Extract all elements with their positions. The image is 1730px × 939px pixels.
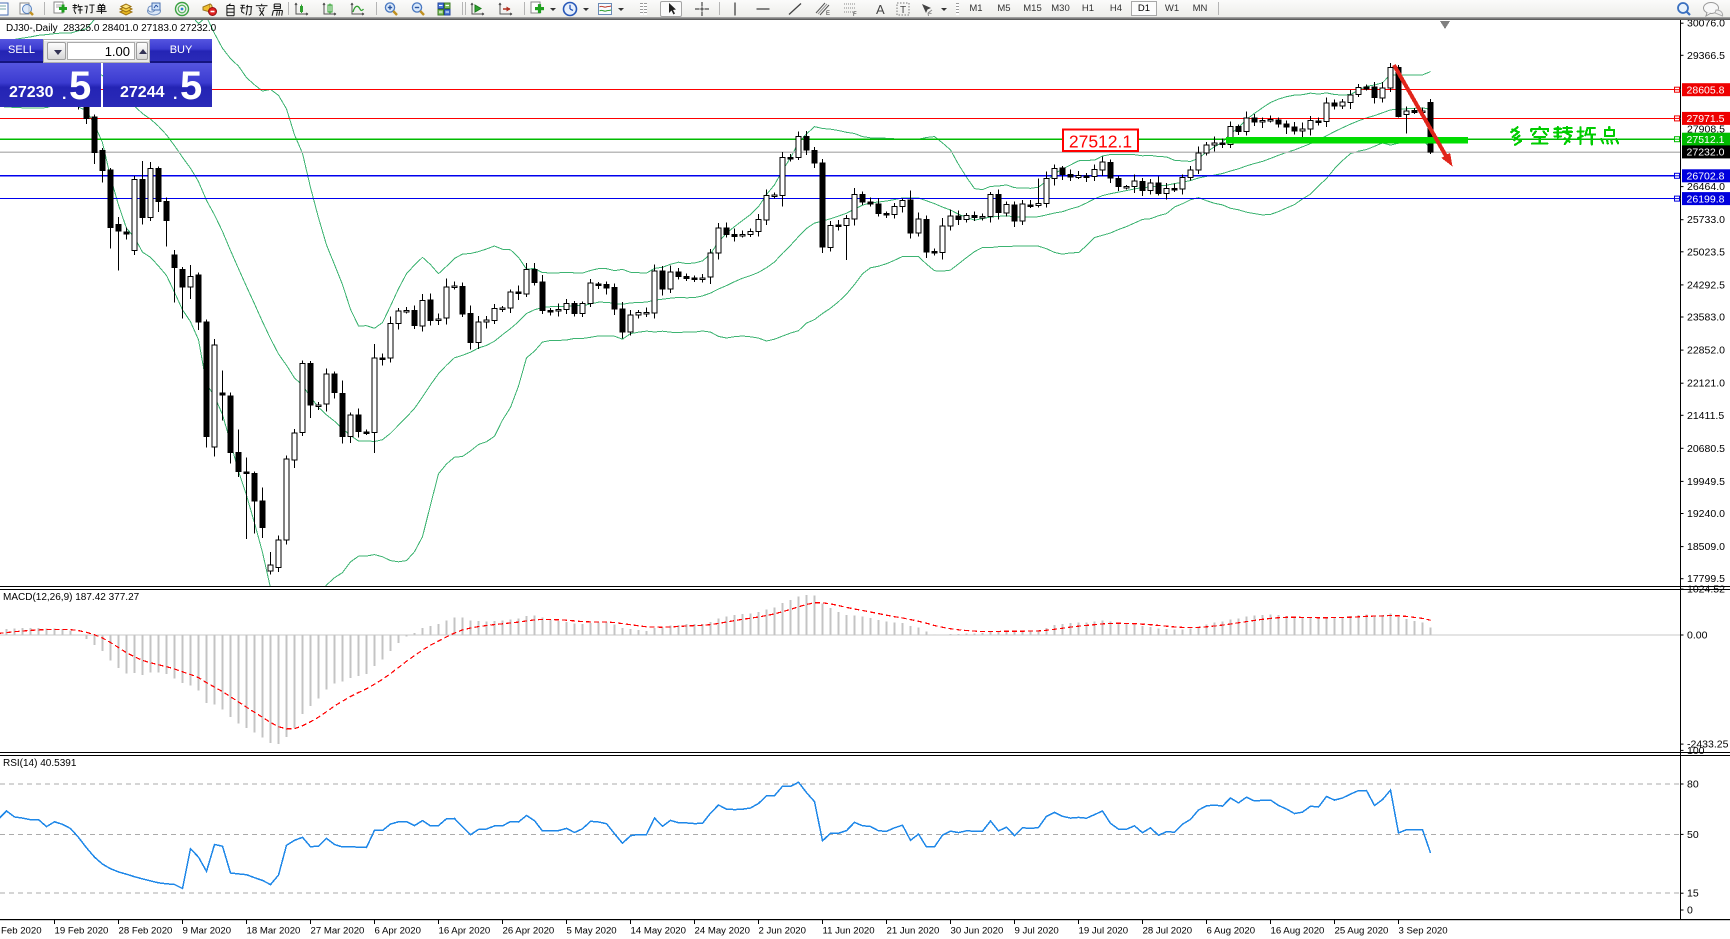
svg-text:F: F [853, 12, 857, 17]
svg-text:30076.0: 30076.0 [1687, 18, 1725, 30]
svg-text:-2433.25: -2433.25 [1687, 739, 1729, 751]
svg-text:6 Aug 2020: 6 Aug 2020 [1207, 926, 1256, 937]
svg-text:2 Jun 2020: 2 Jun 2020 [759, 926, 806, 937]
svg-text:0.00: 0.00 [1687, 630, 1708, 642]
svg-text:17799.5: 17799.5 [1687, 573, 1725, 585]
svg-text:30 Jun 2020: 30 Jun 2020 [951, 926, 1004, 937]
svg-text:26702.8: 26702.8 [1687, 171, 1725, 183]
svg-text:25023.5: 25023.5 [1687, 246, 1725, 258]
svg-text:9 Jul 2020: 9 Jul 2020 [1015, 926, 1059, 937]
svg-text:26 Apr 2020: 26 Apr 2020 [503, 926, 555, 937]
svg-text:28 Feb 2020: 28 Feb 2020 [119, 926, 173, 937]
svg-text:0: 0 [1687, 905, 1693, 917]
svg-text:80: 80 [1687, 779, 1699, 791]
svg-text:24 May 2020: 24 May 2020 [695, 926, 750, 937]
svg-text:T: T [900, 5, 906, 16]
svg-text:27232.0: 27232.0 [1687, 147, 1725, 159]
svg-text:E: E [826, 11, 830, 17]
svg-text:6 Apr 2020: 6 Apr 2020 [375, 926, 421, 937]
svg-text:21411.5: 21411.5 [1687, 410, 1724, 422]
svg-text:27908.5: 27908.5 [1687, 124, 1725, 136]
svg-text:19 Jul 2020: 19 Jul 2020 [1079, 926, 1129, 937]
svg-text:19949.5: 19949.5 [1687, 476, 1725, 488]
svg-text:19 Feb 2020: 19 Feb 2020 [55, 926, 109, 937]
svg-text:28 Jul 2020: 28 Jul 2020 [1143, 926, 1193, 937]
svg-text:RSI(14) 40.5391: RSI(14) 40.5391 [3, 758, 77, 769]
svg-text:14 May 2020: 14 May 2020 [631, 926, 686, 937]
svg-text:27512.1: 27512.1 [1687, 134, 1725, 146]
svg-text:16 Apr 2020: 16 Apr 2020 [439, 926, 491, 937]
svg-text:1024.52: 1024.52 [1687, 584, 1725, 596]
svg-text:5 May 2020: 5 May 2020 [567, 926, 617, 937]
svg-text:16 Aug 2020: 16 Aug 2020 [1271, 926, 1325, 937]
svg-text:15: 15 [1687, 888, 1699, 900]
svg-text:3 Sep 2020: 3 Sep 2020 [1399, 926, 1448, 937]
svg-text:19240.0: 19240.0 [1687, 508, 1725, 520]
svg-text:20680.5: 20680.5 [1687, 443, 1725, 455]
svg-text:23583.0: 23583.0 [1687, 312, 1725, 324]
svg-text:26464.0: 26464.0 [1687, 181, 1725, 193]
svg-text:9 Mar 2020: 9 Mar 2020 [183, 926, 232, 937]
svg-text:50: 50 [1687, 829, 1699, 841]
svg-text:18509.0: 18509.0 [1687, 541, 1725, 553]
svg-text:27512.1: 27512.1 [1069, 132, 1132, 152]
svg-text:28605.8: 28605.8 [1687, 85, 1725, 97]
svg-text:MACD(12,26,9) 187.42 377.27: MACD(12,26,9) 187.42 377.27 [3, 592, 140, 603]
svg-text:100: 100 [1687, 745, 1705, 757]
svg-text:27971.5: 27971.5 [1687, 113, 1725, 125]
svg-text:11 Jun 2020: 11 Jun 2020 [823, 926, 875, 937]
svg-text:21 Jun 2020: 21 Jun 2020 [887, 926, 940, 937]
svg-text:24292.5: 24292.5 [1687, 279, 1725, 291]
svg-text:25 Aug 2020: 25 Aug 2020 [1335, 926, 1389, 937]
svg-text:22852.0: 22852.0 [1687, 345, 1725, 357]
svg-text:22121.0: 22121.0 [1687, 378, 1725, 390]
svg-text:27 Mar 2020: 27 Mar 2020 [311, 926, 365, 937]
svg-text:Feb 2020: Feb 2020 [1, 926, 42, 937]
svg-text:26199.8: 26199.8 [1687, 193, 1725, 205]
svg-text:18 Mar 2020: 18 Mar 2020 [247, 926, 301, 937]
svg-text:A: A [876, 2, 885, 17]
svg-text:29366.5: 29366.5 [1687, 50, 1725, 62]
svg-text:25733.0: 25733.0 [1687, 214, 1725, 226]
